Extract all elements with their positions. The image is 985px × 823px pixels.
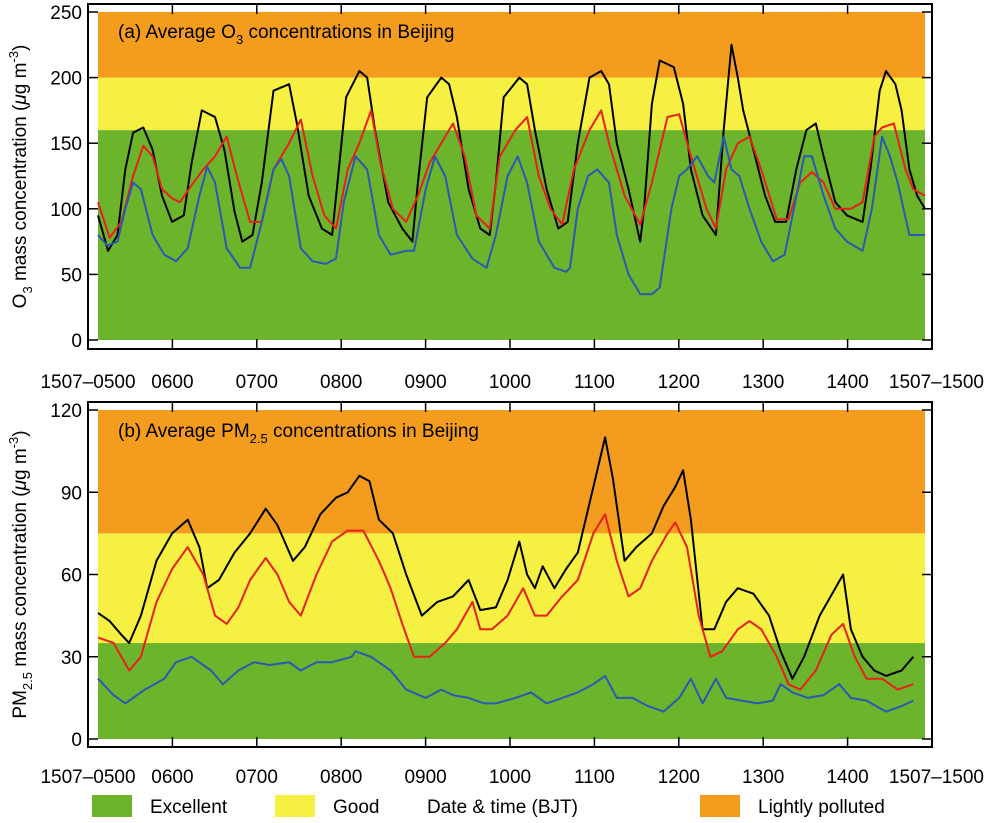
legend-swatch-lightly-polluted [700,795,740,817]
x-tick-label: 1000 [489,372,531,393]
y-axis-label-mu: μ [10,479,31,491]
y-axis-label-mid: mass concentration ( [10,490,31,672]
x-tick-label: 1100 [574,372,615,393]
x-tick-label: 0900 [404,767,446,788]
y-tick-label: 30 [61,648,82,669]
y-axis-label-sub: 2.5 [20,672,35,690]
y-tick-label: 60 [61,566,82,587]
x-axis-label: Date & time (BJT) [427,797,578,818]
x-tick-label: 0700 [236,372,278,393]
panel-title-pre: (b) Average PM [118,421,250,442]
y-axis-label-mid: mass concentration ( [10,104,31,286]
series-line-red [97,109,926,239]
legend-label-good: Good [333,797,379,818]
y-tick-label: 100 [50,200,82,221]
x-tick-label: 1507–1500 [889,767,984,788]
panel-title-sub: 2.5 [250,431,268,446]
band-good [98,533,925,644]
y-axis-label-mu: μ [10,94,31,106]
y-axis-label-sup: -3 [6,437,21,449]
band-excellent [98,130,925,340]
legend-swatch-good [275,795,315,817]
x-tick-label: 1400 [826,372,868,393]
legend-swatch-excellent [92,795,132,817]
panel-title-pre: (a) Average O [118,22,236,43]
x-tick-label: 0700 [236,767,278,788]
band-excellent [98,643,925,739]
panel-title-sub: 3 [236,32,243,47]
x-tick-label: 1507–1500 [889,372,984,393]
band-lightly-polluted [98,410,925,534]
legend: Excellent Good Date & time (BJT) Lightly… [92,795,885,818]
x-tick-label: 1507–0500 [40,767,135,788]
series-line-blue [97,650,914,713]
y-tick-label: 200 [50,69,82,90]
x-tick-label: 1200 [658,372,700,393]
series-line-blue [97,135,925,296]
y-axis-label-pre: O [10,294,31,309]
x-tick-label: 1200 [658,767,700,788]
panel-title: (a) Average O3 concentrations in Beijing [118,22,454,47]
x-tick-label: 0900 [404,372,446,393]
panel-a-o3: 0 50 100 150 200 250 1507–0500 0600 0700 0800 0900… [6,3,984,393]
series-line-black [97,436,915,680]
legend-label-excellent: Excellent [150,797,228,818]
legend-label-lightly-polluted: Lightly polluted [758,797,885,818]
panel-title-post: concentrations in Beijing [243,22,454,43]
y-axis-label: O3 mass concentration (μg m-3) [6,45,35,309]
y-axis-label: PM2.5 mass concentration (μg m-3) [6,430,35,718]
series-line-red [97,513,914,691]
x-tick-label: 0800 [320,372,362,393]
y-axis-label-post: ) [10,430,31,436]
y-tick-label: 50 [61,265,82,286]
y-tick-label: 250 [50,3,82,24]
x-tick-label: 1100 [574,767,615,788]
x-tick-label: 0800 [320,767,362,788]
y-axis-label-pre: PM [10,690,31,719]
panel-title-post: concentrations in Beijing [268,421,479,442]
y-tick-label: 0 [71,331,82,352]
y-axis-label-post: ) [10,45,31,51]
x-tick-label: 1300 [742,767,784,788]
panel-b-pm25: 0 30 60 90 120 1507–0500 0600 0700 0800 0900 1000 1… [6,401,984,788]
x-tick-label: 1400 [826,767,868,788]
band-good [98,77,925,131]
band-lightly-polluted [98,12,925,78]
panel-title: (b) Average PM2.5 concentrations in Beij… [118,421,479,446]
x-tick-label: 1507–0500 [40,372,135,393]
y-tick-label: 90 [61,483,82,504]
x-tick-label: 1000 [489,767,531,788]
y-axis-label-unit: g m [10,63,31,95]
series-line-black [97,43,926,252]
x-tick-label: 0600 [151,372,193,393]
y-axis-label-sub: 3 [20,286,35,293]
x-tick-label: 0600 [151,767,193,788]
y-tick-label: 120 [50,401,82,422]
y-axis-label-sup: -3 [6,51,21,63]
y-axis-label-unit: g m [10,448,31,480]
y-tick-label: 150 [50,134,82,155]
x-tick-label: 1300 [742,372,784,393]
y-tick-label: 0 [71,730,82,751]
